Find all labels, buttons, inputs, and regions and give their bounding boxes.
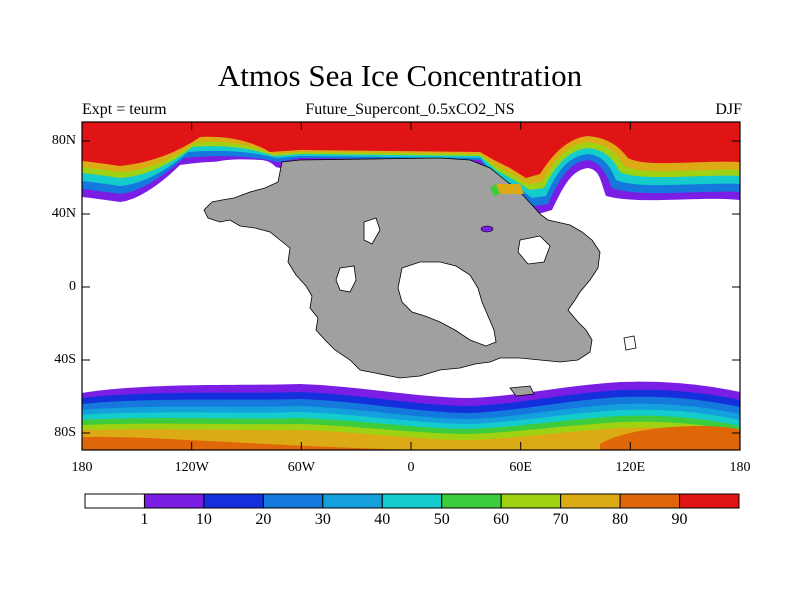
- colorbar: [84, 493, 740, 509]
- colorbar-label: 1: [140, 511, 149, 528]
- north-sea-ice: [82, 122, 740, 218]
- colorbar-swatch: [143, 493, 205, 509]
- x-tick-label: 120W: [174, 460, 209, 475]
- colorbar-swatch: [560, 493, 621, 509]
- x-tick-label: 180: [729, 460, 751, 475]
- colorbar-swatch: [441, 493, 502, 509]
- colorbar-label: 80: [612, 511, 629, 528]
- colorbar-swatch: [262, 493, 324, 509]
- x-tick-label: 0: [407, 460, 415, 475]
- colorbar-swatch: [619, 493, 681, 509]
- axis-ticks: [81, 122, 741, 450]
- season-label: DJF: [715, 101, 742, 118]
- colorbar-swatch: [84, 493, 145, 509]
- y-tick-label: 80N: [51, 133, 76, 148]
- south-sea-ice: [82, 381, 740, 450]
- colorbar-label: 20: [255, 511, 272, 528]
- x-tick-label: 60W: [287, 460, 315, 475]
- colorbar-swatch: [679, 493, 740, 509]
- x-tick-label: 180: [71, 460, 93, 475]
- colorbar-swatch: [381, 493, 443, 509]
- colorbar-label: 30: [314, 511, 331, 528]
- plot-subtitle: Future_Supercont_0.5xCO2_NS: [305, 101, 515, 118]
- colorbar-swatch: [500, 493, 562, 509]
- x-tick-label: 60E: [509, 460, 532, 475]
- colorbar-swatch: [322, 493, 383, 509]
- experiment-label: Expt = teurm: [82, 101, 167, 118]
- colorbar-label: 90: [671, 511, 688, 528]
- y-tick-label: 80S: [54, 425, 76, 440]
- land-mass: [203, 157, 637, 397]
- colorbar-label: 40: [374, 511, 391, 528]
- colorbar-swatch: [203, 493, 264, 509]
- y-tick-label: 0: [69, 279, 76, 294]
- y-tick-label: 40N: [51, 206, 76, 221]
- colorbar-label: 50: [433, 511, 450, 528]
- colorbar-label: 10: [195, 511, 212, 528]
- plot-title: Atmos Sea Ice Concentration: [217, 58, 583, 93]
- colorbar-label: 70: [552, 511, 569, 528]
- y-tick-label: 40S: [54, 352, 76, 367]
- x-tick-label: 120E: [615, 460, 646, 475]
- map-plot-area: [81, 121, 741, 451]
- colorbar-label: 60: [493, 511, 510, 528]
